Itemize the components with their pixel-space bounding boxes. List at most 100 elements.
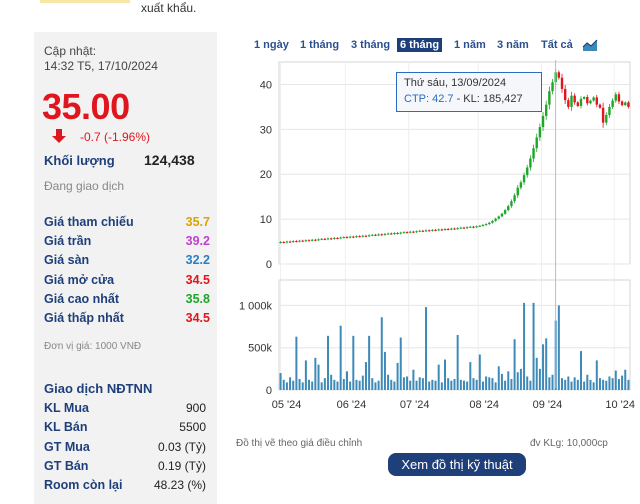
volume-bar — [586, 374, 589, 390]
candle-body — [608, 106, 611, 115]
candle-body — [380, 234, 383, 236]
foreign-row-label: Room còn lại — [44, 478, 123, 493]
article-snippet: xuất khẩu. — [0, 0, 640, 20]
price-row-value: 34.5 — [185, 310, 210, 325]
volume-tick-label: 0 — [266, 385, 272, 397]
volume-bar — [497, 366, 500, 390]
candle-body — [488, 222, 491, 225]
tab-1-day[interactable]: 1 ngày — [254, 39, 289, 51]
area-chart-icon[interactable] — [582, 38, 598, 52]
volume-bar — [608, 376, 611, 390]
candle-body — [538, 127, 542, 138]
tab-all[interactable]: Tất cả — [541, 39, 573, 51]
price-tick-label: 30 — [260, 124, 272, 136]
candle-body — [541, 115, 545, 128]
volume-bar — [330, 374, 333, 390]
candle-body — [323, 238, 327, 240]
price-tick-label: 10 — [260, 214, 272, 226]
candle-body — [361, 235, 364, 237]
candle-body — [570, 95, 573, 107]
volume-bar — [421, 378, 424, 390]
candle-body — [462, 227, 466, 229]
volume-bar — [561, 378, 564, 390]
candle-body — [529, 158, 532, 168]
candle-body — [320, 238, 323, 240]
foreign-row: GT Bán 0.19 (Tỷ) — [44, 456, 206, 475]
volume-bar — [387, 374, 390, 390]
volume-bar — [323, 378, 326, 390]
volume-bar — [355, 379, 358, 390]
volume-bar — [504, 380, 507, 390]
candle-body — [374, 234, 377, 236]
volume-bar — [621, 375, 624, 390]
volume-bar — [557, 305, 560, 390]
volume-bar — [545, 338, 548, 390]
volume-bar — [510, 379, 513, 390]
price-row-label: Giá sàn — [44, 253, 90, 268]
volume-bar — [469, 362, 472, 390]
volume-bar — [409, 380, 412, 390]
tab-1-year[interactable]: 1 năm — [454, 39, 486, 51]
x-tick-label: 05 '24 — [272, 399, 302, 411]
volume-bar — [466, 381, 469, 390]
volume-tick-label: 1 000k — [239, 300, 273, 312]
tab-1-month[interactable]: 1 tháng — [300, 39, 340, 51]
candle-body — [516, 187, 519, 196]
volume-bar — [396, 362, 399, 390]
candle-body — [424, 230, 428, 232]
candle-body — [285, 241, 289, 243]
volume-bar — [542, 344, 545, 390]
volume-bar — [485, 376, 488, 390]
candle-body — [405, 232, 409, 234]
candle-body — [364, 235, 368, 237]
volume-bar — [526, 376, 529, 390]
foreign-row-value: 0.19 (Tỷ) — [157, 458, 206, 473]
volume-bar — [494, 382, 497, 390]
candle-body — [624, 102, 627, 106]
candle-body — [545, 104, 548, 116]
quote-panel: Cập nhật: 14:32 T5, 17/10/2024 35.00 -0.… — [34, 32, 217, 504]
tab-6-months[interactable]: 6 tháng — [397, 38, 443, 52]
candle-body — [326, 238, 330, 240]
volume-bar — [624, 369, 627, 390]
update-time: 14:32 T5, 17/10/2024 — [44, 59, 158, 73]
candle-body — [304, 240, 308, 242]
price-row-label: Giá mở cửa — [44, 272, 115, 287]
tab-3-years[interactable]: 3 năm — [497, 39, 529, 51]
technical-chart-button[interactable]: Xem đồ thị kỹ thuật — [388, 453, 526, 476]
candle-body — [510, 201, 513, 207]
candle-body — [573, 95, 576, 103]
candle-body — [494, 218, 497, 221]
volume-bar — [462, 380, 465, 390]
volume-bar — [519, 368, 522, 390]
tab-3-months[interactable]: 3 tháng — [351, 39, 391, 51]
volume-bar — [453, 379, 456, 390]
price-row-high: Giá cao nhất 35.8 — [44, 290, 210, 309]
candle-body — [503, 210, 507, 214]
volume-bar — [592, 382, 595, 390]
candle-body — [484, 224, 488, 226]
volume-bar — [589, 379, 592, 390]
candle-body — [402, 232, 406, 234]
volume-plot-frame — [278, 279, 631, 391]
candle-body — [601, 107, 605, 123]
volume-bar — [516, 372, 519, 390]
volume-bar — [428, 381, 431, 390]
volume-bar — [377, 380, 380, 390]
candle-body — [412, 231, 415, 233]
volume-bar — [352, 335, 355, 390]
candle-body — [579, 98, 583, 106]
volume-bar — [488, 377, 491, 390]
price-row-label: Giá tham chiếu — [44, 215, 134, 229]
foreign-row-label: GT Mua — [44, 439, 90, 454]
volume-bar — [570, 381, 573, 390]
candle-body — [409, 231, 412, 233]
price-row-value: 35.7 — [185, 215, 210, 229]
volume-bar — [383, 351, 386, 390]
candle-body — [459, 227, 463, 229]
volume-bar — [358, 380, 361, 390]
volume-bar — [393, 381, 396, 390]
volume-value: 124,438 — [144, 152, 195, 168]
price-row-reference: Giá tham chiếu 35.7 — [44, 213, 210, 232]
volume-bar — [583, 381, 586, 390]
